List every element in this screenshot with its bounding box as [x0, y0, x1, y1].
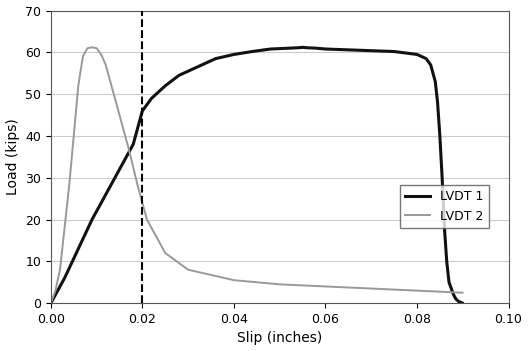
LVDT 2: [84, 46, 91, 50]
LVDT 1: [89, 218, 95, 222]
LVDT 1: [450, 293, 457, 297]
LVDT 1: [391, 49, 397, 54]
LVDT 1: [231, 52, 237, 57]
LVDT 1: [130, 142, 136, 146]
LVDT 1: [61, 276, 68, 280]
Legend: LVDT 1, LVDT 2: LVDT 1, LVDT 2: [400, 185, 488, 228]
LVDT 1: [212, 57, 219, 61]
LVDT 2: [71, 134, 77, 138]
LVDT 1: [267, 47, 274, 51]
LVDT 1: [102, 192, 109, 197]
LVDT 2: [57, 267, 63, 272]
LVDT 1: [345, 48, 352, 52]
LVDT 1: [295, 46, 301, 50]
LVDT 1: [441, 226, 448, 230]
LVDT 1: [194, 65, 201, 69]
LVDT 2: [144, 218, 150, 222]
Y-axis label: Load (kips): Load (kips): [6, 119, 20, 195]
LVDT 1: [459, 301, 466, 305]
LVDT 1: [322, 47, 328, 51]
LVDT 1: [423, 57, 429, 61]
LVDT 2: [231, 278, 237, 282]
LVDT 2: [135, 184, 141, 188]
LVDT 2: [126, 146, 132, 151]
LVDT 2: [162, 251, 168, 255]
LVDT 2: [102, 63, 109, 67]
LVDT 1: [75, 247, 81, 251]
LVDT 1: [48, 301, 54, 305]
LVDT 2: [48, 301, 54, 305]
LVDT 1: [435, 100, 441, 105]
LVDT 2: [93, 46, 100, 50]
LVDT 2: [116, 113, 122, 117]
LVDT 1: [148, 96, 155, 100]
Line: LVDT 2: LVDT 2: [51, 47, 463, 303]
LVDT 1: [368, 48, 374, 53]
LVDT 2: [98, 52, 105, 57]
LVDT 1: [304, 46, 310, 50]
LVDT 1: [414, 52, 420, 57]
LVDT 1: [439, 176, 445, 180]
LVDT 1: [162, 84, 168, 88]
LVDT 2: [52, 289, 59, 293]
LVDT 2: [277, 282, 283, 286]
Line: LVDT 1: LVDT 1: [51, 47, 463, 303]
LVDT 1: [176, 73, 182, 78]
LVDT 2: [89, 45, 95, 49]
LVDT 1: [457, 300, 464, 304]
LVDT 2: [459, 291, 466, 295]
LVDT 1: [452, 297, 459, 301]
LVDT 1: [116, 167, 122, 172]
LVDT 1: [286, 46, 292, 50]
LVDT 2: [66, 184, 72, 188]
LVDT 2: [75, 84, 81, 88]
LVDT 1: [299, 45, 306, 49]
LVDT 1: [432, 80, 438, 84]
LVDT 1: [139, 109, 146, 113]
LVDT 1: [249, 49, 256, 54]
LVDT 1: [455, 299, 461, 303]
LVDT 2: [107, 80, 114, 84]
X-axis label: Slip (inches): Slip (inches): [237, 331, 322, 345]
LVDT 1: [446, 280, 452, 284]
LVDT 1: [52, 293, 59, 297]
LVDT 2: [368, 286, 374, 291]
LVDT 2: [80, 54, 86, 59]
LVDT 1: [444, 259, 450, 264]
LVDT 2: [185, 267, 191, 272]
LVDT 1: [313, 46, 319, 50]
LVDT 1: [437, 134, 443, 138]
LVDT 2: [61, 226, 68, 230]
LVDT 1: [428, 63, 434, 67]
